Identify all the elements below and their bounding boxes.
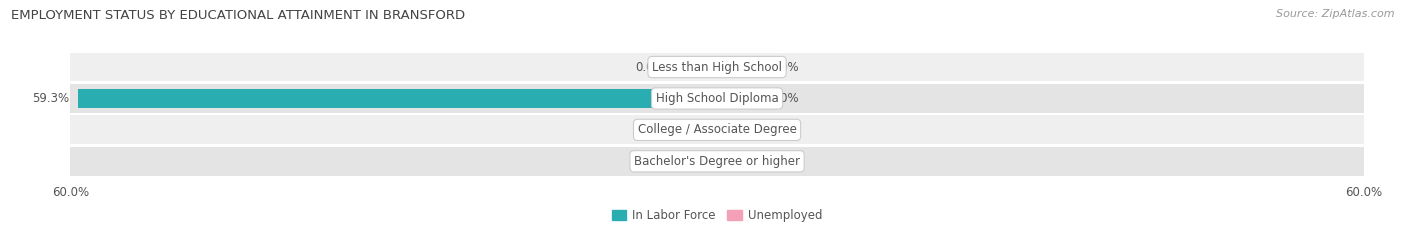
Bar (717, 57, 761, 77)
Text: 0.0%: 0.0% (636, 155, 665, 168)
Bar (77, 89, 717, 108)
Text: Source: ZipAtlas.com: Source: ZipAtlas.com (1277, 9, 1395, 19)
Bar (70, 84, 1364, 113)
Text: College / Associate Degree: College / Associate Degree (638, 123, 796, 136)
Bar (673, 152, 717, 171)
Bar (70, 115, 1364, 144)
Bar (717, 120, 761, 140)
Bar (717, 89, 761, 108)
Legend: In Labor Force, Unemployed: In Labor Force, Unemployed (607, 205, 827, 227)
Text: 0.0%: 0.0% (769, 92, 799, 105)
Bar (673, 120, 717, 140)
Text: EMPLOYMENT STATUS BY EDUCATIONAL ATTAINMENT IN BRANSFORD: EMPLOYMENT STATUS BY EDUCATIONAL ATTAINM… (11, 9, 465, 22)
Text: 0.0%: 0.0% (769, 61, 799, 74)
Bar (70, 147, 1364, 176)
Text: Less than High School: Less than High School (652, 61, 782, 74)
Text: 0.0%: 0.0% (636, 61, 665, 74)
Text: 0.0%: 0.0% (636, 123, 665, 136)
Text: 0.0%: 0.0% (769, 123, 799, 136)
Text: Bachelor's Degree or higher: Bachelor's Degree or higher (634, 155, 800, 168)
Text: High School Diploma: High School Diploma (655, 92, 779, 105)
Bar (673, 57, 717, 77)
Text: 0.0%: 0.0% (769, 155, 799, 168)
Text: 59.3%: 59.3% (32, 92, 69, 105)
Bar (717, 152, 761, 171)
Bar (70, 53, 1364, 82)
